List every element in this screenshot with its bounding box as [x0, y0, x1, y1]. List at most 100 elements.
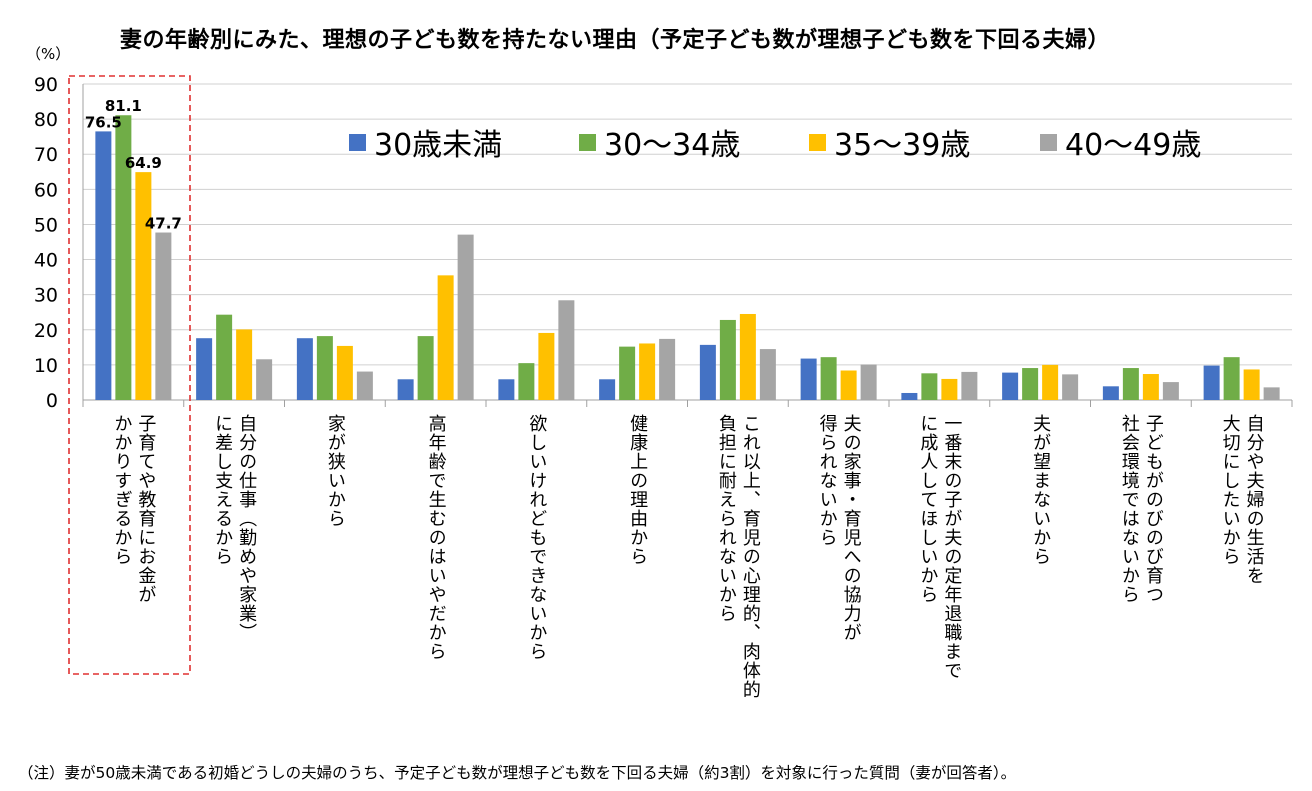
- y-tick-label: 70: [34, 144, 58, 166]
- bar: [599, 379, 616, 400]
- highlight-box: [68, 75, 191, 675]
- category-label-line: 欲しいけれどもできないから: [526, 414, 548, 661]
- category-label-line: 家が狭いから: [324, 414, 346, 528]
- bar: [397, 379, 414, 400]
- data-label: 76.5: [85, 113, 122, 131]
- bar: [860, 364, 877, 400]
- category-label-line: 負担に耐えられないから: [715, 414, 737, 623]
- legend-swatch-under-30: [349, 133, 366, 151]
- bar: [115, 115, 132, 400]
- bar: [538, 332, 555, 400]
- bar: [95, 131, 112, 400]
- y-tick-label: 0: [46, 390, 58, 412]
- category-label: 欲しいけれどもできないから: [524, 414, 548, 734]
- bar: [296, 338, 313, 400]
- y-tick-label: 20: [34, 320, 58, 342]
- bar: [316, 336, 333, 400]
- bar: [1223, 357, 1240, 400]
- bar: [961, 371, 978, 400]
- legend-item-under-30: 30歳未満: [349, 122, 503, 163]
- legend-swatch-40-49: [1040, 133, 1057, 151]
- legend-label-under-30: 30歳未満: [374, 128, 503, 163]
- bar: [417, 336, 434, 400]
- category-label: 家が狭いから: [323, 414, 347, 734]
- legend-item-40-49: 40～49歳: [1040, 122, 1202, 163]
- legend-item-35-39: 35～39歳: [809, 122, 971, 163]
- y-tick-label: 80: [34, 109, 58, 131]
- category-label-line: 夫が望まないから: [1030, 414, 1052, 566]
- bar: [619, 346, 636, 400]
- category-label: 自分や夫婦の生活を 大切にしたいから: [1218, 414, 1266, 734]
- category-label-line: かかりすぎるから: [111, 414, 133, 566]
- bar: [659, 338, 676, 400]
- legend-swatch-30-34: [579, 133, 596, 151]
- category-label-line: 一番末の子が夫の定年退職まで: [941, 414, 963, 680]
- category-label-line: 得られないから: [816, 414, 838, 547]
- legend-label-30-34: 30～34歳: [604, 128, 741, 163]
- bar: [1022, 368, 1039, 400]
- y-tick-label: 40: [34, 250, 58, 272]
- bar: [1062, 374, 1079, 400]
- bar: [558, 300, 575, 400]
- data-label: 47.7: [145, 215, 182, 233]
- bar: [216, 314, 233, 400]
- bar: [719, 319, 736, 400]
- category-label-line: 自分の仕事（勤めや家業）: [236, 414, 258, 642]
- category-label: 健康上の理由から: [625, 414, 649, 734]
- category-label-line: 高年齢で生むのはいやだから: [425, 414, 447, 661]
- y-tick-label: 30: [34, 285, 58, 307]
- category-label-line: これ以上、育児の心理的、肉体的: [739, 414, 761, 699]
- bar: [498, 379, 515, 400]
- bar: [840, 370, 857, 400]
- bar: [135, 172, 152, 400]
- bar: [820, 357, 837, 400]
- bar: [336, 345, 353, 400]
- bar: [457, 234, 474, 400]
- y-tick-label: 60: [34, 179, 58, 201]
- legend-label-35-39: 35～39歳: [834, 128, 971, 163]
- bar: [699, 344, 716, 400]
- category-label: 子どもがのびのび育つ 社会環境ではないから: [1117, 414, 1165, 734]
- bar: [1102, 386, 1119, 400]
- bar: [941, 378, 958, 400]
- bar: [1042, 364, 1059, 400]
- bar: [1142, 374, 1159, 400]
- category-label-line: 夫の家事・育児への協力が: [840, 414, 862, 642]
- y-axis-unit-label: （%）: [26, 45, 71, 63]
- data-label: 64.9: [125, 154, 162, 172]
- bar: [518, 363, 535, 400]
- legend-swatch-35-39: [809, 133, 826, 151]
- category-label: 子育てや教育にお金が かかりすぎるから: [109, 414, 157, 734]
- footnote: （注）妻が50歳未満である初婚どうしの夫婦のうち、予定子ども数が理想子ども数を下…: [18, 764, 1017, 782]
- bar: [1203, 365, 1220, 400]
- category-label-line: 大切にしたいから: [1219, 414, 1241, 566]
- category-label: 高年齢で生むのはいやだから: [424, 414, 448, 734]
- bar: [236, 329, 253, 400]
- bar: [1002, 372, 1019, 400]
- bar: [739, 313, 756, 400]
- bar: [901, 392, 918, 400]
- bar: [1243, 369, 1260, 400]
- chart-title: 妻の年齢別にみた、理想の子ども数を持たない理由（予定子ども数が理想子ども数を下回…: [120, 28, 1111, 53]
- bar: [155, 232, 172, 400]
- category-label-line: 自分や夫婦の生活を: [1243, 414, 1265, 585]
- category-label: 夫が望まないから: [1028, 414, 1052, 734]
- category-label-line: 子どもがのびのび育つ: [1142, 414, 1164, 604]
- y-tick-label: 50: [34, 214, 58, 236]
- category-label: 一番末の子が夫の定年退職まで に成人してほしいから: [915, 414, 963, 734]
- bar: [921, 373, 938, 400]
- y-tick-label: 10: [34, 355, 58, 377]
- bar: [1162, 382, 1179, 400]
- category-label: これ以上、育児の心理的、肉体的 負担に耐えられないから: [714, 414, 762, 734]
- bar: [356, 371, 373, 400]
- category-label-line: に差し支えるから: [212, 414, 234, 566]
- category-label-line: 子育てや教育にお金が: [135, 414, 157, 604]
- legend-label-40-49: 40～49歳: [1065, 128, 1202, 163]
- category-label-line: 健康上の理由から: [627, 414, 649, 566]
- category-label-line: 社会環境ではないから: [1118, 414, 1140, 604]
- y-tick-label: 90: [34, 74, 58, 96]
- bar: [1122, 368, 1139, 400]
- bar: [759, 349, 776, 400]
- legend-item-30-34: 30～34歳: [579, 122, 741, 163]
